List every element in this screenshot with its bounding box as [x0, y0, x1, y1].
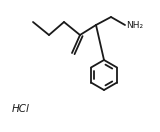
- Text: HCl: HCl: [12, 104, 30, 114]
- Text: NH₂: NH₂: [126, 20, 143, 29]
